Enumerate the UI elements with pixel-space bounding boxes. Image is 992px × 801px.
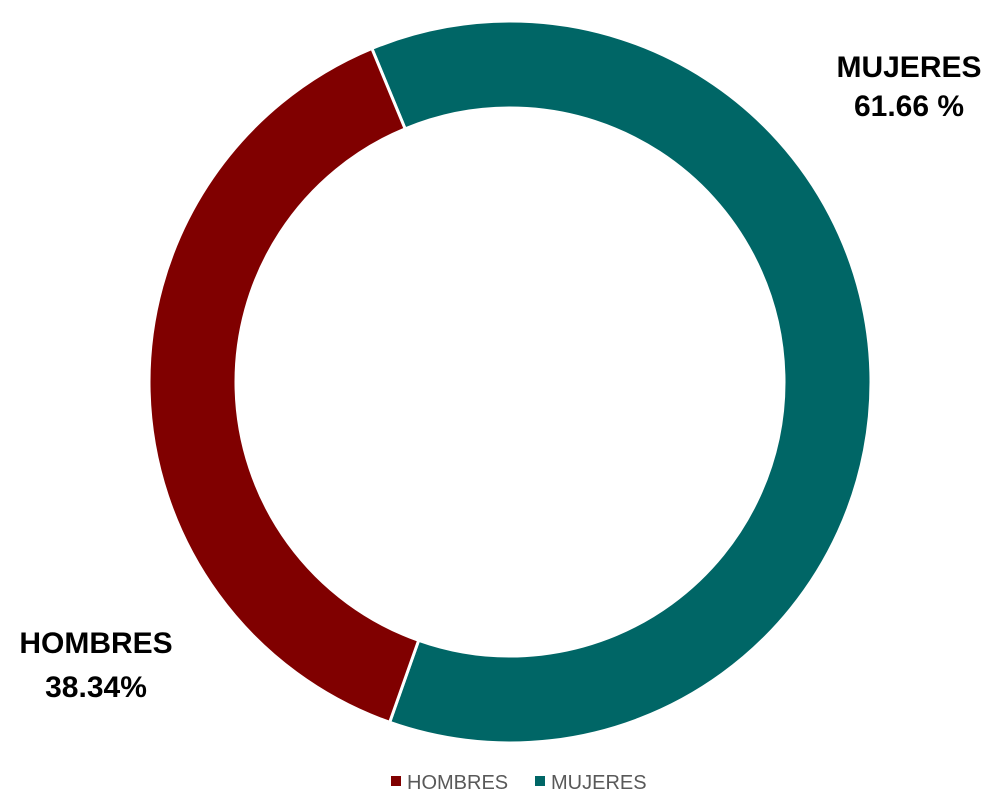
legend-label-mujeres: MUJERES — [551, 772, 647, 794]
label-hombres: HOMBRES 38.34% — [19, 627, 172, 704]
legend: HOMBRES MUJERES — [391, 772, 647, 794]
legend-swatch-mujeres — [535, 776, 545, 786]
legend-swatch-hombres — [391, 776, 401, 786]
label-mujeres-name: MUJERES — [836, 51, 981, 84]
label-mujeres: MUJERES 61.66 % — [836, 51, 981, 123]
slice-mujeres — [369, 19, 873, 745]
legend-label-hombres: HOMBRES — [407, 772, 508, 794]
label-mujeres-value: 61.66 % — [854, 90, 964, 123]
slice-hombres — [147, 46, 421, 725]
slices-group — [147, 19, 873, 745]
label-hombres-name: HOMBRES — [19, 627, 172, 660]
label-hombres-value: 38.34% — [45, 671, 147, 704]
